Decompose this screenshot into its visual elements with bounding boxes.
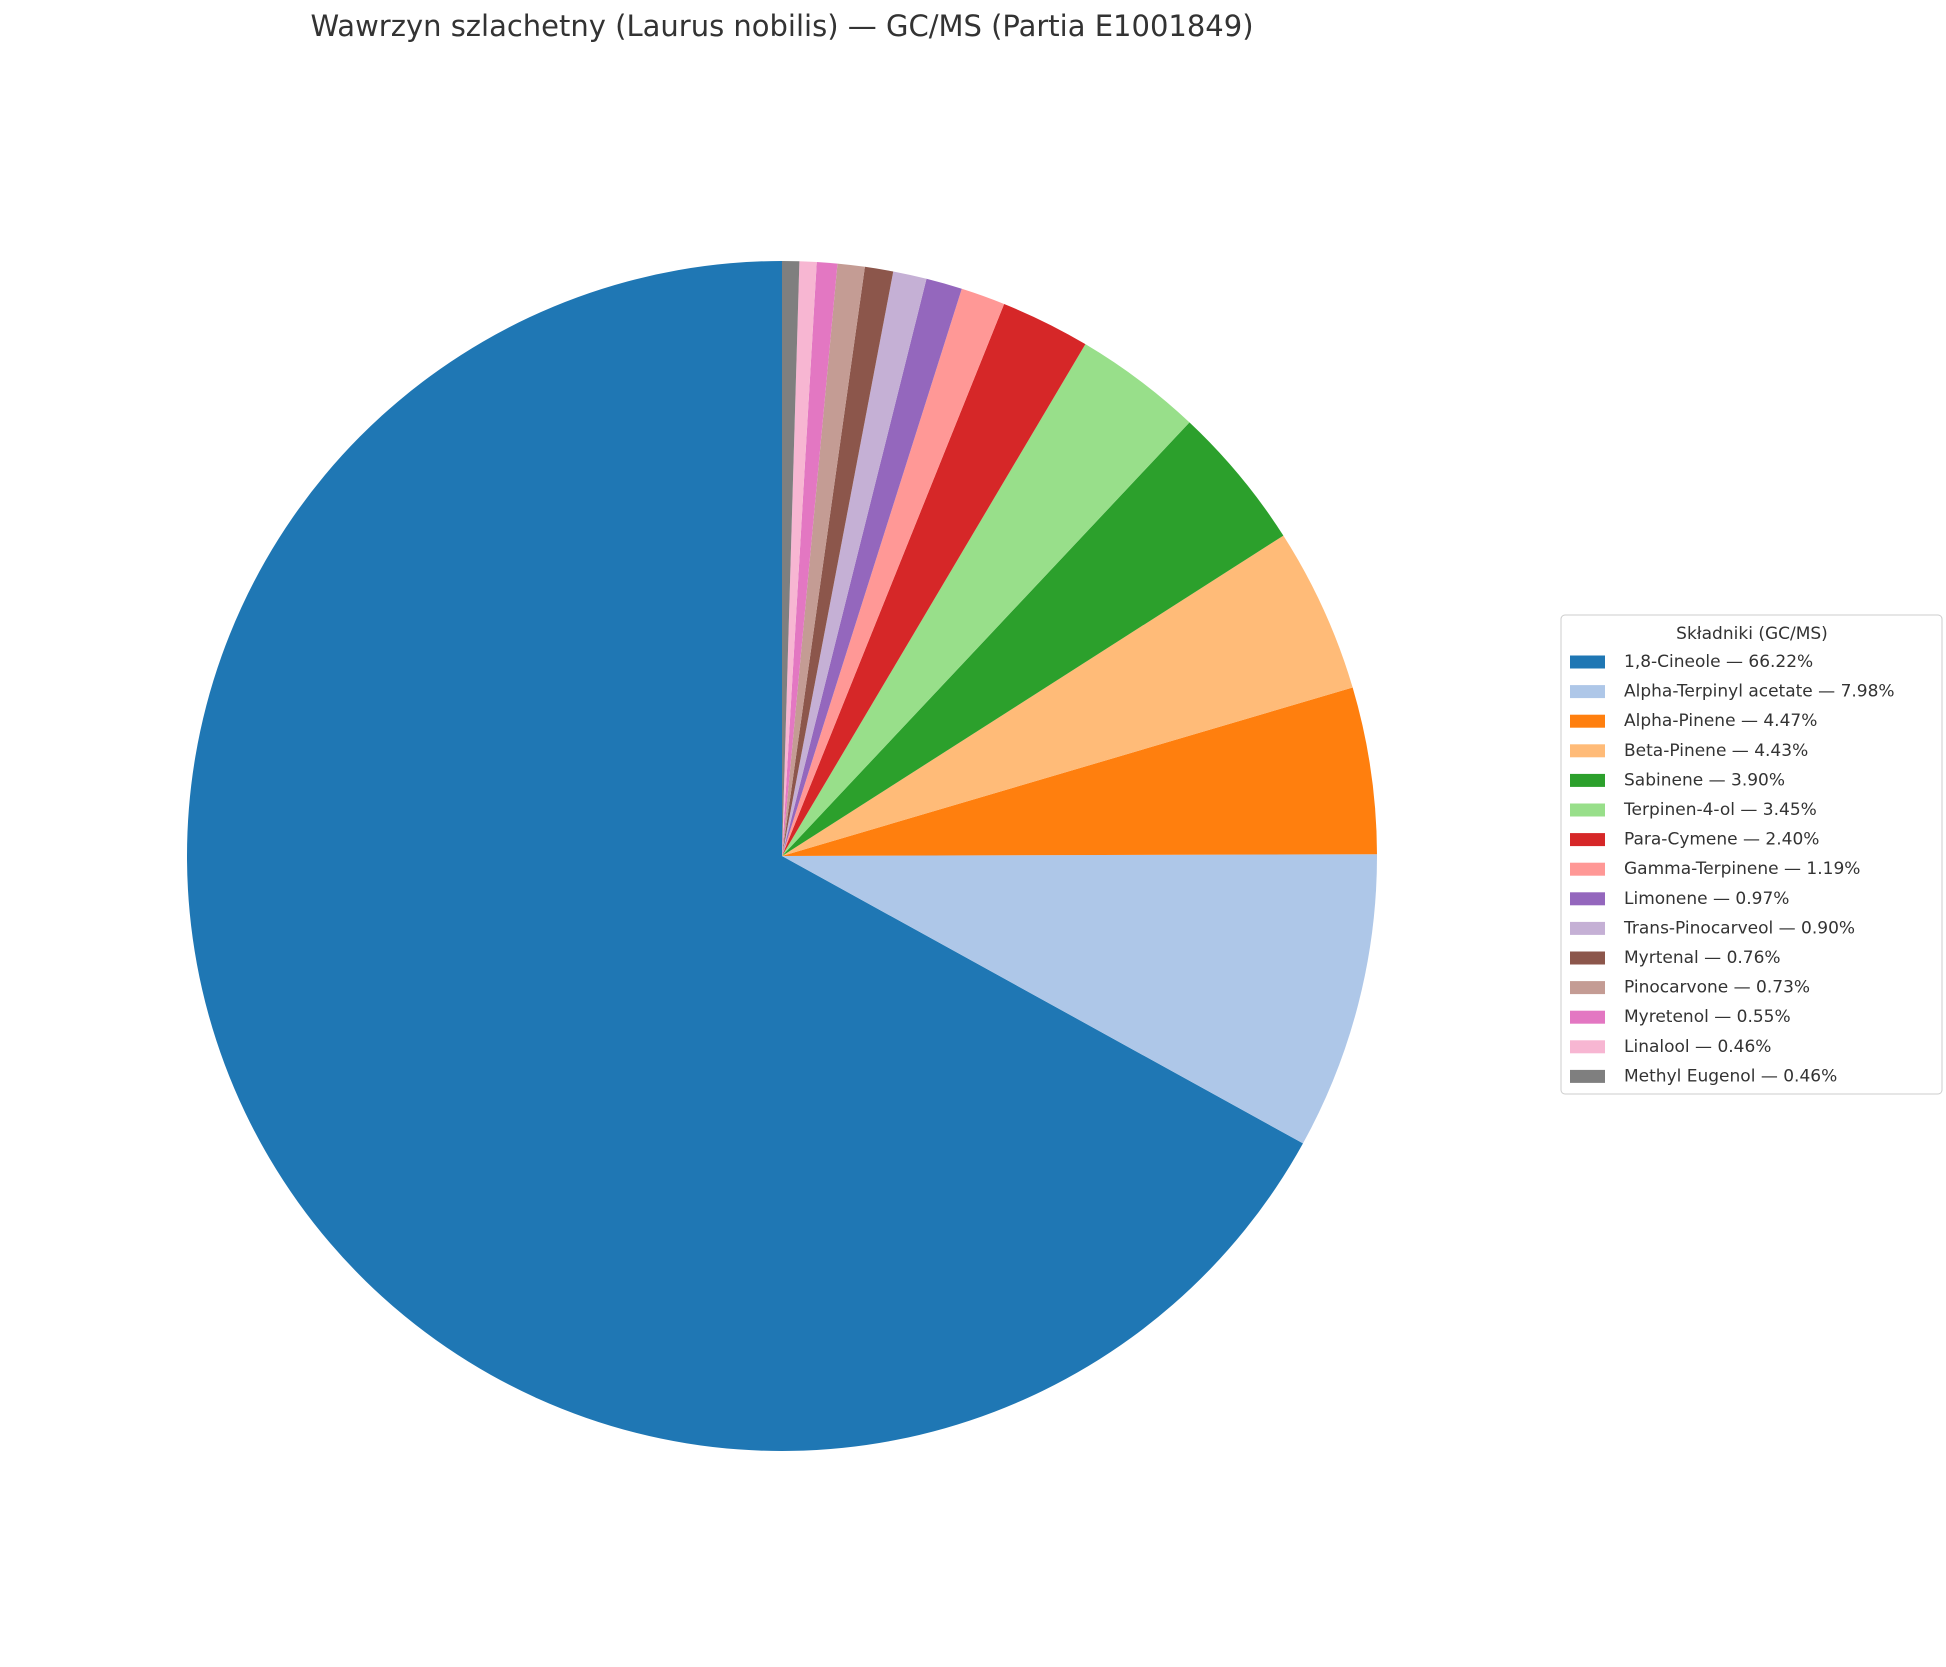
- legend-label: Pinocarvone — 0.73%: [1624, 978, 1810, 998]
- pie-slice: [782, 266, 894, 856]
- legend-label: Terpinen-4-ol — 3.45%: [1623, 800, 1817, 820]
- pie: [187, 261, 1378, 1451]
- pie-slice: [782, 344, 1190, 856]
- legend-label: Limonene — 0.97%: [1624, 889, 1789, 909]
- legend-label: Para-Cymene — 2.40%: [1624, 830, 1819, 850]
- legend-swatch: [1570, 862, 1605, 876]
- legend-swatch: [1570, 951, 1605, 965]
- pie-slice: [782, 261, 817, 856]
- legend: Składniki (GC/MS) 1,8-Cineole — 66.22% Al…: [1560, 614, 1943, 1095]
- pie-slice: [782, 262, 838, 857]
- legend-swatch: [1570, 981, 1605, 995]
- pie-slice: [782, 261, 800, 856]
- legend-label: Beta-Pinene — 4.43%: [1624, 741, 1808, 761]
- legend-label: Linalool — 0.46%: [1624, 1037, 1771, 1057]
- legend-label: Sabinene — 3.90%: [1624, 770, 1785, 790]
- pie-slice: [782, 687, 1377, 856]
- legend-swatch: [1570, 921, 1605, 935]
- pie-slice: [782, 271, 927, 856]
- legend-box: [1560, 614, 1943, 1095]
- legend-swatch: [1570, 892, 1605, 906]
- legend-swatch: [1570, 1010, 1605, 1024]
- pie-slice: [782, 304, 1086, 856]
- chart-title: Wawrzyn szlachetny (Laurus nobilis) — GC…: [310, 9, 1253, 43]
- legend-swatch: [1570, 773, 1605, 787]
- legend-swatch: [1570, 714, 1605, 728]
- legend-label: Trans-Pinocarveol — 0.90%: [1623, 918, 1855, 938]
- pie-slice: [782, 854, 1378, 1144]
- pie-slice: [782, 278, 962, 857]
- pie-slice: [782, 422, 1284, 856]
- legend-swatch: [1570, 803, 1605, 817]
- legend-label: 1,8-Cineole — 66.22%: [1624, 652, 1813, 672]
- legend-label: Myrtenal — 0.76%: [1624, 948, 1781, 968]
- legend-swatch: [1570, 1069, 1605, 1083]
- legend-swatch: [1570, 744, 1605, 758]
- pie-slice: [782, 263, 865, 857]
- legend-label: Gamma-Terpinene — 1.19%: [1624, 859, 1860, 879]
- legend-swatch: [1570, 685, 1605, 699]
- pie-slice: [782, 288, 1005, 856]
- pie-slice: [187, 261, 1303, 1451]
- legend-label: Alpha-Pinene — 4.47%: [1624, 711, 1817, 731]
- legend-label: Alpha-Terpinyl acetate — 7.98%: [1624, 682, 1895, 702]
- pie-slice: [782, 535, 1353, 856]
- legend-swatch: [1570, 655, 1605, 669]
- legend-label: Methyl Eugenol — 0.46%: [1624, 1066, 1837, 1086]
- legend-title: Składniki (GC/MS): [1676, 624, 1828, 644]
- legend-swatch: [1570, 1040, 1605, 1054]
- legend-swatch: [1570, 833, 1605, 847]
- legend-label: Myretenol — 0.55%: [1624, 1007, 1791, 1027]
